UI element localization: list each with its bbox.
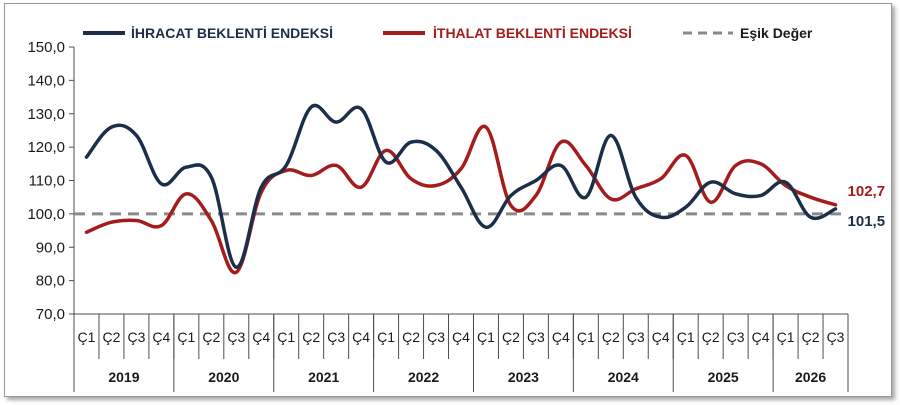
x-quarter-label: Ç1: [78, 329, 96, 345]
x-quarter-label: Ç3: [227, 329, 245, 345]
x-year-label: 2025: [708, 369, 739, 385]
x-quarter-label: Ç4: [352, 329, 370, 345]
x-year-label: 2021: [308, 369, 339, 385]
legend-label-ithalat: İTHALAT BEKLENTİ ENDEKSİ: [433, 25, 632, 41]
x-quarter-label: Ç4: [452, 329, 470, 345]
x-quarter-label: Ç4: [652, 329, 670, 345]
x-quarter-label: Ç2: [202, 329, 220, 345]
x-quarter-label: Ç1: [677, 329, 695, 345]
x-quarter-label: Ç3: [527, 329, 545, 345]
y-tick-label: 140,0: [27, 72, 65, 89]
x-year-label: 2024: [608, 369, 639, 385]
x-quarter-label: Ç2: [102, 329, 120, 345]
x-year-label: 2019: [108, 369, 139, 385]
x-year-label: 2026: [795, 369, 826, 385]
x-quarter-label: Ç2: [702, 329, 720, 345]
x-quarter-label: Ç3: [327, 329, 345, 345]
legend-label-ihracat: İHRACAT BEKLENTİ ENDEKSİ: [131, 25, 333, 41]
x-quarter-label: Ç1: [477, 329, 495, 345]
end-value-label: 101,5: [848, 213, 886, 230]
x-quarter-label: Ç2: [602, 329, 620, 345]
series-line-ithalat: [84, 124, 838, 275]
x-quarter-label: Ç3: [427, 329, 445, 345]
x-year-label: 2023: [508, 369, 539, 385]
x-quarter-label: Ç2: [502, 329, 520, 345]
x-quarter-label: Ç1: [177, 329, 195, 345]
x-quarter-label: Ç4: [752, 329, 770, 345]
y-tick-label: 70,0: [36, 306, 65, 323]
line-chart: 150,0 140,0 130,0 120,0 110,0 100,0 90,0 80,0 70…: [27, 25, 886, 392]
x-quarter-label: Ç1: [277, 329, 295, 345]
y-tick-label: 110,0: [29, 173, 65, 190]
x-quarter-label: Ç3: [627, 329, 645, 345]
x-year-label: 2020: [208, 369, 239, 385]
x-quarter-label: Ç2: [402, 329, 420, 345]
y-tick-label: 120,0: [27, 139, 65, 156]
x-quarter-label: Ç3: [127, 329, 145, 345]
legend-label-esik: Eşik Değer: [740, 25, 813, 41]
y-tick-label: 150,0: [27, 39, 65, 56]
y-tick-label: 80,0: [36, 273, 65, 290]
end-value-label: 102,7: [848, 183, 886, 200]
x-quarter-label: Ç1: [377, 329, 395, 345]
x-quarter-label: Ç4: [152, 329, 170, 345]
x-quarter-label: Ç1: [777, 329, 795, 345]
x-year-label: 2022: [408, 369, 439, 385]
x-quarter-label: Ç2: [302, 329, 320, 345]
x-quarter-label: Ç4: [252, 329, 270, 345]
x-quarter-label: Ç2: [802, 329, 820, 345]
y-tick-label: 100,0: [27, 206, 65, 223]
chart-frame: 150,0 140,0 130,0 120,0 110,0 100,0 90,0 80,0 70…: [4, 3, 892, 397]
y-tick-label: 130,0: [27, 106, 65, 123]
x-quarter-label: Ç1: [577, 329, 595, 345]
y-tick-label: 90,0: [36, 239, 65, 256]
series-line-ihracat: [84, 103, 838, 270]
x-quarter-label: Ç4: [552, 329, 570, 345]
x-quarter-label: Ç3: [827, 329, 845, 345]
x-quarter-label: Ç3: [727, 329, 745, 345]
